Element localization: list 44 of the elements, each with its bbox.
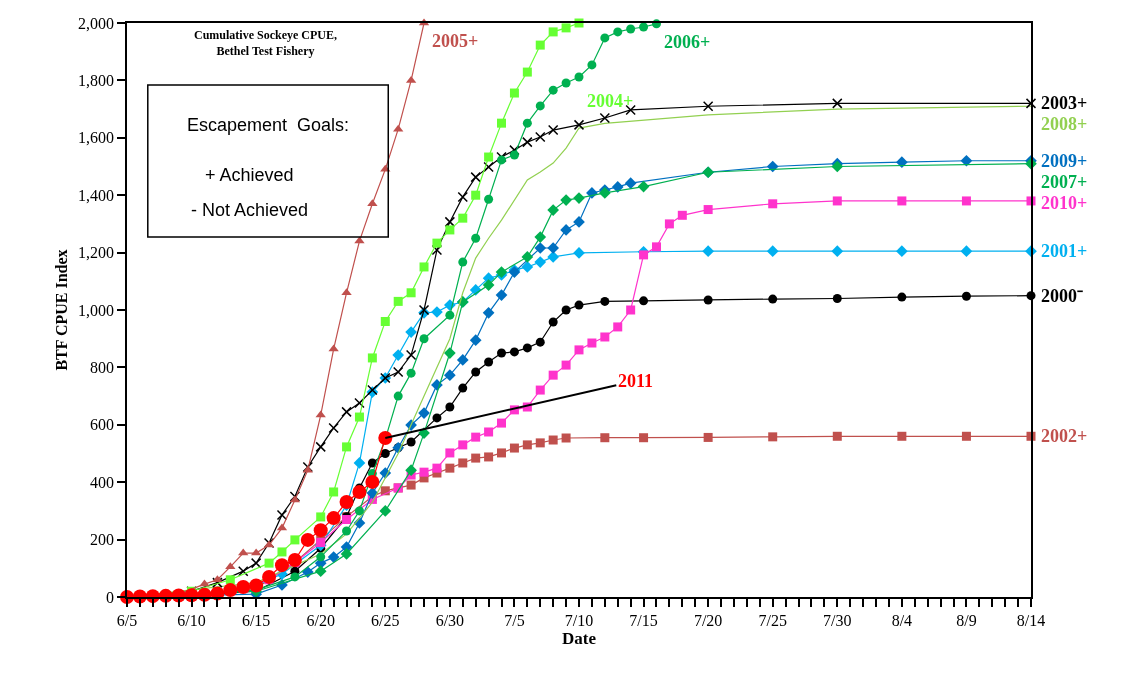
annotation: + Achieved	[205, 165, 294, 185]
y-tick-label: 1,800	[78, 72, 115, 89]
x-tick-label: 6/30	[435, 611, 465, 629]
annotation: Escapement Goals:	[187, 115, 350, 135]
x-tick-label: 6/25	[371, 611, 400, 629]
y-tick-label: 1,200	[78, 244, 115, 262]
y-tick-label: 600	[90, 416, 115, 434]
y-tick-label: 1,400	[78, 186, 115, 204]
series-label: 2010+	[1041, 193, 1088, 213]
x-axis-title: Date	[562, 628, 597, 648]
series-label: 2001+	[1041, 241, 1088, 261]
series-label: 2008+	[1041, 114, 1088, 134]
x-tick-label: 8/9	[956, 611, 977, 629]
x-tick-label: 7/15	[629, 611, 658, 629]
x-tick-label: 8/4	[891, 611, 913, 629]
text: 2004+	[587, 91, 634, 111]
x-tick-label: 7/5	[504, 611, 525, 629]
annotation: - Not Achieved	[191, 200, 309, 220]
y-tick-label: 800	[90, 359, 115, 376]
series-label: 2006+	[664, 32, 711, 52]
x-tick-label: 7/25	[758, 611, 787, 629]
y-tick-label: 1,000	[78, 301, 115, 319]
x-tick-label: 7/10	[564, 611, 594, 629]
series-label: 2002+	[1041, 426, 1088, 446]
x-tick-label: 6/20	[306, 611, 335, 629]
y-tick-label: 400	[90, 473, 115, 491]
series-label: 2007+	[1041, 172, 1088, 192]
x-tick-label: 6/5	[116, 611, 138, 629]
y-axis-title: BTF CPUE Index	[53, 249, 71, 371]
x-tick-label: 7/20	[693, 611, 723, 629]
y-tick-label: 1,600	[78, 129, 115, 147]
x-tick-label: 6/15	[241, 611, 271, 629]
y-tick-label: 0	[106, 588, 115, 606]
series-label: 2005+	[432, 31, 479, 51]
series-label: 2000⁻	[1041, 286, 1083, 306]
text: 2011	[618, 371, 654, 391]
series-label: 2009+	[1041, 151, 1088, 171]
series-label: 2003+	[1041, 93, 1088, 113]
x-tick-label: 8/14	[1016, 611, 1046, 629]
x-tick-label: 7/30	[823, 611, 852, 629]
y-tick-label: 2,000	[78, 14, 115, 32]
text: Cumulative Sockeye CPUE, Bethel Test Fishery	[194, 28, 337, 58]
x-tick-label: 6/10	[177, 611, 206, 629]
y-tick-label: 200	[90, 531, 115, 549]
